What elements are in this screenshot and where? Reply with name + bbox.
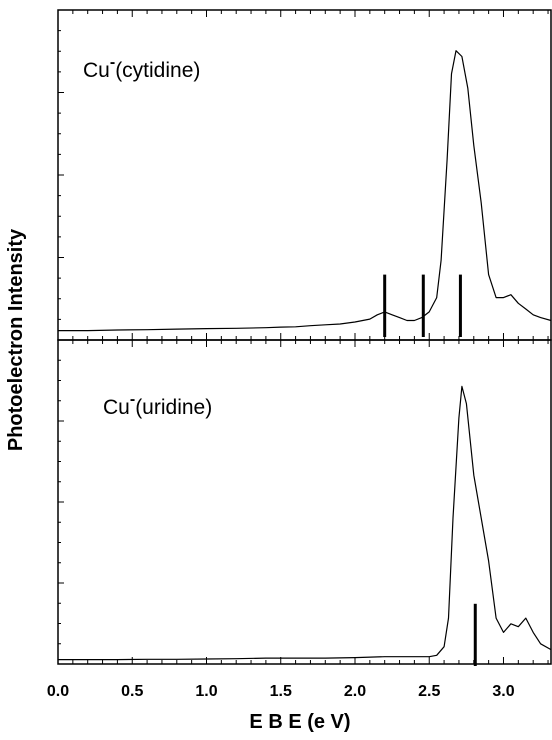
x-tick-label: 1.5 xyxy=(270,683,292,700)
panel-label-sup: - xyxy=(130,391,135,408)
x-tick-label: 2.0 xyxy=(344,683,366,700)
panel-label-rest: (cytidine) xyxy=(115,59,200,82)
x-tick-label: 2.5 xyxy=(418,683,440,700)
panel-label-0: Cu-(cytidine) xyxy=(83,54,200,82)
panel-label-sup: - xyxy=(110,54,115,71)
tick-marks xyxy=(57,10,549,664)
x-tick-label: 1.0 xyxy=(195,683,217,700)
panel-label-rest: (uridine) xyxy=(135,396,212,419)
text-labels: Cu-(cytidine)Cu-(uridine)0.0 0.5 1.0 1.5 2.0… xyxy=(5,54,515,733)
panel-frame-1 xyxy=(57,339,552,665)
x-tick-label: 0.5 xyxy=(121,683,143,700)
y-axis-title: Photoelectron Intensity xyxy=(5,228,27,451)
x-tick-label: 0.0 xyxy=(47,683,69,700)
spectra-curves xyxy=(58,50,552,661)
stick-lines xyxy=(383,274,477,666)
spectrum-line-0-0 xyxy=(58,50,552,332)
panel-label-1: Cu-(uridine) xyxy=(103,391,212,419)
spectrum-line-1-0 xyxy=(58,385,552,661)
x-axis-title: E B E (e V) xyxy=(249,711,350,733)
panel-label-main: Cu xyxy=(83,59,110,82)
x-tick-label: 3.0 xyxy=(492,683,514,700)
panel-label-main: Cu xyxy=(103,396,130,419)
